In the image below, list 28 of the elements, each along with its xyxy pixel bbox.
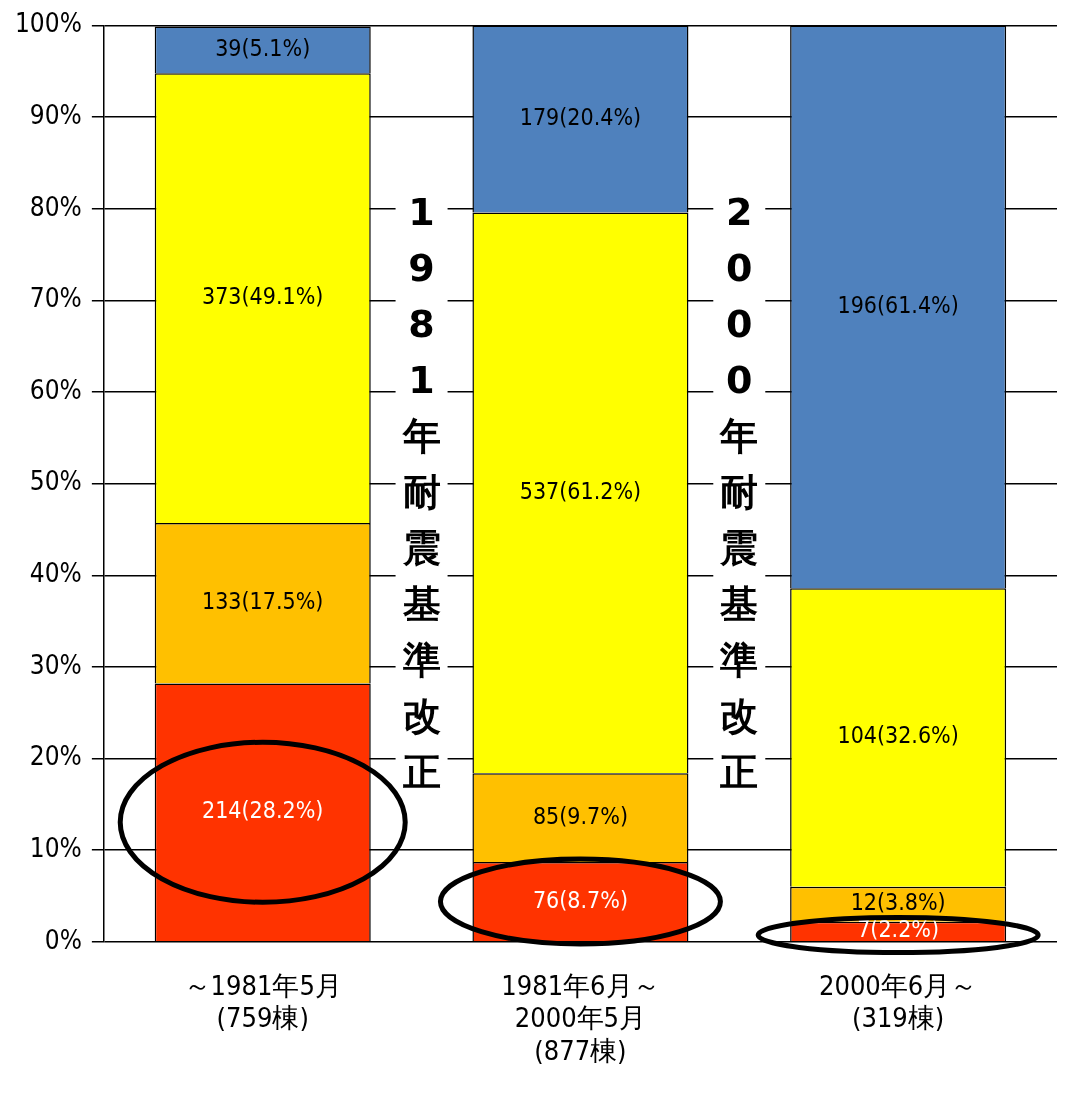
data-label: 104(32.6%) <box>837 722 959 749</box>
y-tick-label: 50% <box>29 466 82 497</box>
data-label: 373(49.1%) <box>202 283 324 310</box>
data-label: 39(5.1%) <box>215 34 311 61</box>
data-label: 7(2.2%) <box>857 916 940 943</box>
y-tick-label: 70% <box>29 283 82 314</box>
y-tick-label: 80% <box>29 191 82 222</box>
x-tick-label: 1981年6月～ 2000年5月 (877棟) <box>501 970 660 1066</box>
data-label: 537(61.2%) <box>519 477 642 504</box>
data-label: 214(28.2%) <box>202 797 324 824</box>
y-tick-label: 100% <box>14 8 82 39</box>
data-label: 179(20.4%) <box>519 104 642 131</box>
y-tick-label: 90% <box>29 99 82 130</box>
y-tick-label: 20% <box>29 741 82 772</box>
y-tick-label: 0% <box>44 924 82 955</box>
y-tick-label: 40% <box>29 558 82 589</box>
text: 1981年耐震基準改正 <box>402 190 441 795</box>
y-tick-label: 60% <box>29 374 82 405</box>
data-label: 76(8.7%) <box>532 886 628 913</box>
data-label: 133(17.5%) <box>202 588 324 615</box>
y-tick-label: 10% <box>29 832 82 863</box>
y-tick-label: 30% <box>29 649 82 680</box>
text: 2000年耐震基準改正 <box>720 190 759 795</box>
data-label: 12(3.8%) <box>850 889 946 916</box>
x-tick-label: 2000年6月～ (319棟) <box>819 970 978 1034</box>
x-tick-label: ～1981年5月 (759棟) <box>183 970 342 1034</box>
data-label: 196(61.4%) <box>837 291 959 318</box>
data-label: 85(9.7%) <box>532 802 628 829</box>
